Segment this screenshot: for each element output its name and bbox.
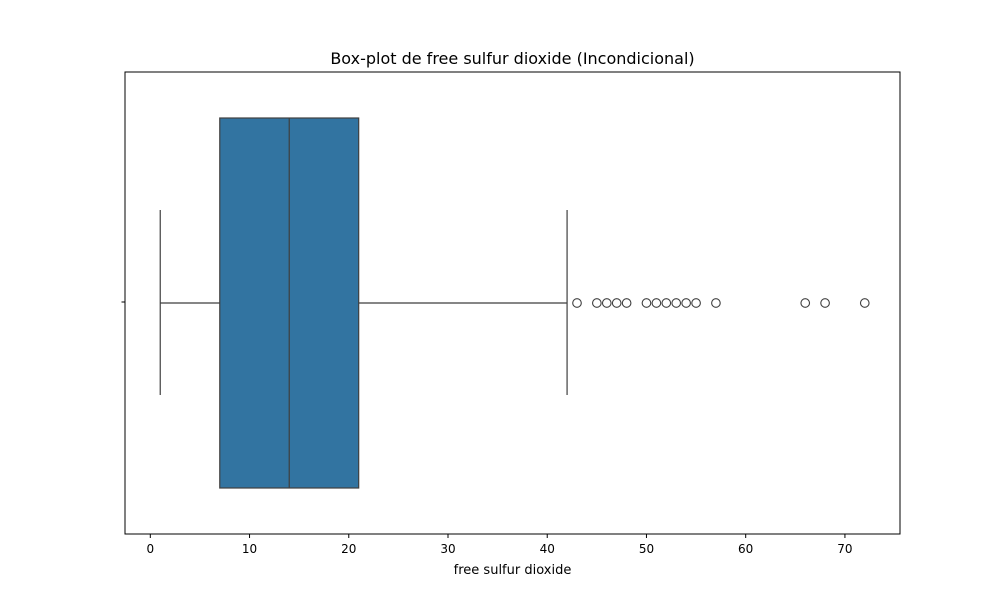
- outlier-point: [800, 298, 811, 308]
- outlier-point: [661, 298, 672, 308]
- x-tick-label: 70: [837, 542, 852, 556]
- chart-title: Box-plot de free sulfur dioxide (Incondi…: [330, 49, 694, 68]
- x-axis: 0 10 20 30 40 50 60 70: [146, 534, 853, 556]
- outlier-point: [651, 298, 662, 308]
- x-tick-label: 20: [341, 542, 356, 556]
- plot-area: [159, 117, 870, 489]
- outlier-point: [611, 298, 622, 308]
- outlier-point: [641, 298, 652, 308]
- x-axis-label: free sulfur dioxide: [454, 563, 572, 578]
- x-tick-label: 40: [540, 542, 555, 556]
- outlier-point: [591, 298, 602, 308]
- axes-frame: [124, 71, 901, 535]
- outlier-point: [691, 298, 701, 308]
- x-tick-label: 30: [440, 542, 455, 556]
- x-tick-label: 0: [146, 542, 154, 556]
- outlier-point: [671, 298, 682, 308]
- outlier-point: [681, 298, 692, 308]
- x-tick-label: 50: [639, 542, 654, 556]
- outlier-point: [859, 298, 870, 308]
- outlier-point: [572, 298, 582, 308]
- outlier-point: [711, 298, 721, 308]
- outlier-point: [820, 298, 830, 308]
- x-tick-label: 60: [738, 542, 753, 556]
- outlier-point: [621, 298, 632, 308]
- outlier-point: [601, 298, 612, 308]
- x-tick-label: 10: [242, 542, 257, 556]
